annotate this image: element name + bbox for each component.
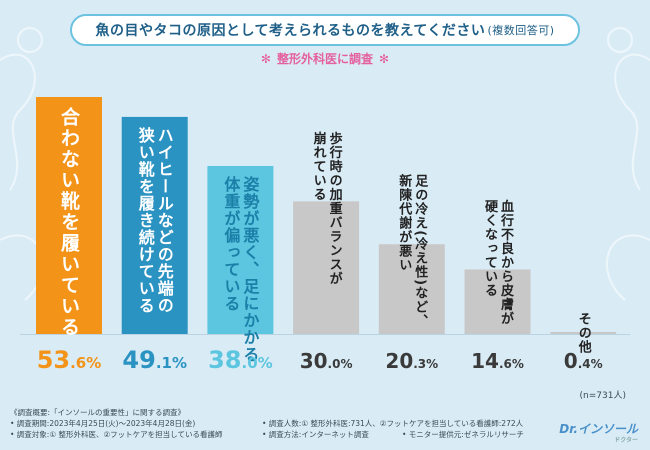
chart-title-text: 魚の目やタコの原因として考えられるものを教えてください (95, 23, 486, 39)
category-label: ハイヒールなどの先端の (155, 127, 174, 314)
bar (121, 116, 188, 334)
survey-count: • 調査人数:① 整形外科医:731人、②フットケアを担当している看護師:272… (262, 419, 524, 428)
chart-title: 魚の目やタコの原因として考えられるものを教えてください (複数回答可) (70, 14, 580, 46)
brand-logo: Dr.インソール ドクター (559, 420, 638, 444)
survey-method: • 調査方法:インターネット調査 (262, 430, 369, 439)
category-label: 狭い靴を履き続けている (136, 126, 156, 314)
category-label: 血行不良から皮膚が (498, 199, 515, 326)
value-label: 0.4% (564, 349, 603, 373)
bar (378, 244, 445, 334)
value-label: 20.3% (385, 349, 438, 373)
category-label: 体重が偏っている (221, 175, 240, 312)
value-label: 14.6% (471, 349, 524, 373)
category-label: 姿勢が悪く、足にかかる (240, 175, 259, 363)
chart-title-suffix: (複数回答可) (487, 24, 555, 37)
category-label: 足の冷え(冷え性)など、 (412, 174, 428, 328)
category-label: 新陳代謝が悪い (396, 174, 413, 273)
bar (293, 201, 360, 334)
survey-title: 《調査概要:「インソールの重要性」に関する調査》 (10, 408, 186, 417)
bar (36, 97, 102, 334)
value-label: 30.0% (300, 349, 353, 373)
bar (207, 165, 274, 334)
value-label: 53.6% (37, 346, 102, 374)
category-label: 崩れている (311, 131, 327, 202)
survey-period: • 調査期間:2023年4月25日(火)〜2023年4月28日(金) (10, 419, 196, 428)
category-label: 歩行時の加重バランスが (327, 131, 344, 286)
bar (464, 269, 531, 334)
chart-subtitle: ✻ 整形外科医に調査 ✻ (0, 50, 650, 67)
category-label: その他 (576, 312, 593, 354)
brand-sub: ドクター (614, 437, 638, 444)
star-icon: ✻ (379, 52, 390, 66)
value-label: 38.0% (208, 346, 273, 374)
survey-target: • 調査対象:① 整形外科医、②フットケアを担当している看護師 (10, 430, 223, 439)
sample-size-note: (n=731人) (579, 391, 626, 401)
survey-monitor: • モニター提供元:ゼネラルリサーチ (402, 430, 524, 439)
brand-name: Dr.インソール (559, 422, 638, 436)
value-label: 49.1% (122, 346, 187, 374)
star-icon: ✻ (260, 52, 271, 66)
bar (550, 332, 617, 334)
category-label: 硬くなっている (482, 199, 498, 297)
category-label: 合わない靴を履いている (58, 106, 80, 338)
chart-subtitle-text: 整形外科医に調査 (276, 52, 373, 66)
